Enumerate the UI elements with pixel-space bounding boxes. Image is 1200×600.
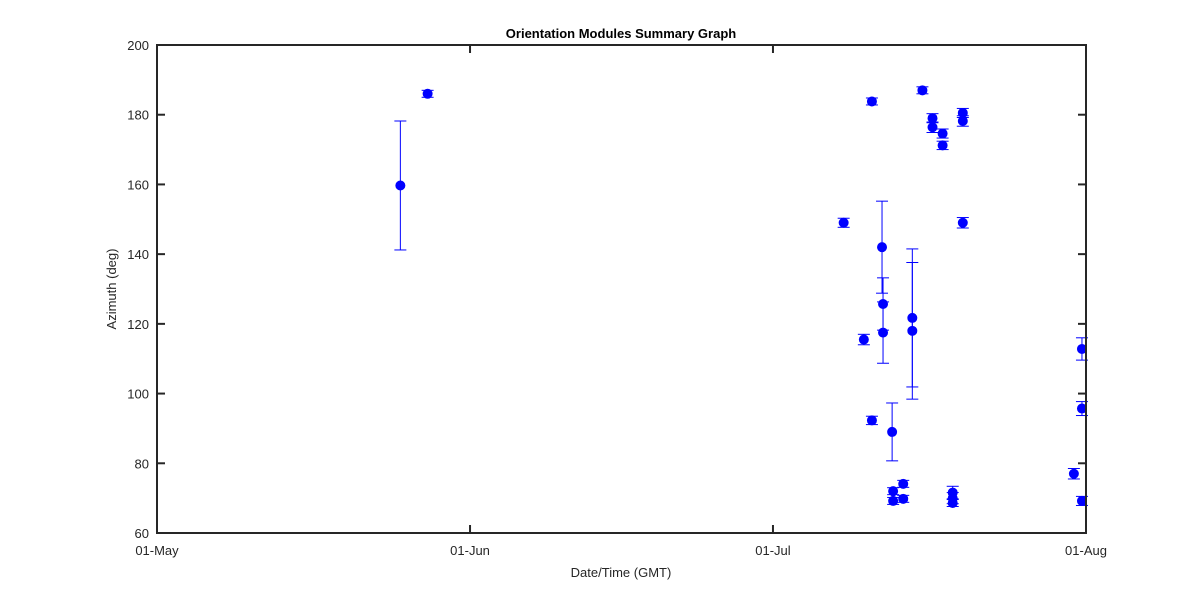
data-point [1067,468,1080,480]
point-marker [422,88,433,99]
y-tick-label: 60 [135,526,149,541]
y-tick-label: 80 [135,456,149,471]
point-marker [907,325,918,336]
y-tick-label: 160 [127,177,149,192]
point-marker [887,426,898,437]
plot-frame [156,44,1087,534]
data-point [926,121,939,133]
data-point [956,107,969,119]
point-marker [858,334,869,345]
point-marker [898,478,909,489]
x-tick-label: 01-Jul [755,543,791,558]
point-marker [888,495,899,506]
point-marker [395,180,406,191]
x-axis-label: Date/Time (GMT) [571,565,672,580]
x-tick-label: 01-Jun [450,543,490,558]
data-point [1075,401,1088,417]
x-tick-label: 01-May [135,543,179,558]
data-point [394,120,407,251]
y-axis-label: Azimuth (deg) [104,249,119,330]
data-point [865,96,878,107]
point-marker [927,122,938,133]
data-point [946,498,959,509]
y-tick-label: 120 [127,317,149,332]
data-point [887,495,900,506]
data-point [421,88,434,99]
data-point [956,115,969,127]
y-tick-label: 200 [127,38,149,53]
point-marker [937,128,948,139]
point-marker [888,486,899,497]
data-point [897,493,910,504]
point-marker [866,96,877,107]
data-point [1075,495,1088,506]
point-marker [877,242,888,253]
plot-area [157,45,1086,533]
point-marker [947,498,958,509]
chart-title: Orientation Modules Summary Graph [506,26,736,41]
data-point [906,262,919,400]
data-point [916,85,929,96]
point-marker [937,140,948,151]
data-point [865,415,878,426]
point-marker [898,493,909,504]
data-point [837,217,850,228]
point-marker [878,327,889,338]
axis-ticks: 01-May 01-Jun 01-Jul 01-Aug 60 80 100 120 140 160… [127,38,1107,558]
data-point [877,301,890,364]
data-point [936,140,949,151]
point-marker [927,113,938,124]
point-marker [957,217,968,228]
point-marker [838,217,849,228]
data-point [887,486,900,497]
point-marker [957,115,968,126]
data-point [857,333,870,346]
y-tick-label: 140 [127,247,149,262]
data-marks [394,85,1088,509]
point-marker [866,415,877,426]
y-tick-label: 180 [127,108,149,123]
x-tick-label: 01-Aug [1065,543,1107,558]
point-marker [917,85,928,96]
data-point [956,217,969,229]
data-point [897,478,910,489]
y-tick-label: 100 [127,387,149,402]
data-point [886,402,899,462]
data-point [936,128,949,139]
point-marker [1068,468,1079,479]
